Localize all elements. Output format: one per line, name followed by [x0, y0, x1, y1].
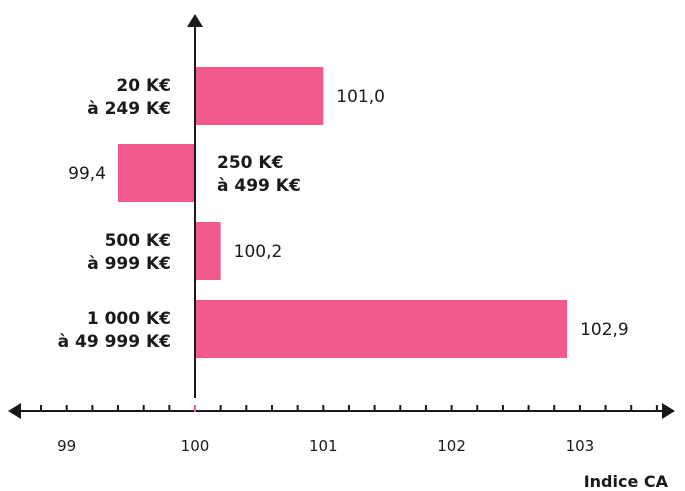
bar-1 — [118, 144, 195, 202]
y-axis-arrow — [187, 14, 203, 27]
x-tick-label-100: 100 — [181, 437, 210, 455]
x-tick-label-103: 103 — [566, 437, 595, 455]
category-label-3: 1 000 K€ à 49 999 K€ — [58, 309, 171, 352]
x-tick-label-99: 99 — [57, 437, 76, 455]
x-axis-title: Indice CA — [584, 472, 669, 491]
bars-group — [118, 67, 568, 358]
bar-3 — [195, 300, 568, 358]
value-labels-group: 101,0 99,4 100,2 102,9 — [68, 87, 629, 340]
bar-0 — [195, 67, 324, 125]
category-label-2: 500 K€ à 999 K€ — [87, 231, 171, 274]
value-label-1: 99,4 — [68, 164, 106, 184]
ticks-group: 99 100 101 102 103 — [40, 405, 658, 455]
bar-2 — [195, 222, 221, 280]
value-label-0: 101,0 — [336, 87, 385, 107]
value-label-3: 102,9 — [580, 320, 629, 340]
category-label-0: 20 K€ à 249 K€ — [87, 76, 171, 119]
x-axis-arrow-left — [8, 403, 21, 419]
axes-group — [8, 14, 675, 419]
x-tick-label-101: 101 — [309, 437, 338, 455]
x-axis-arrow-right — [662, 403, 675, 419]
category-label-1: 250 K€ à 499 K€ — [217, 153, 301, 196]
category-labels-group: 20 K€ à 249 K€ 250 K€ à 499 K€ 500 K€ à 999 K… — [58, 76, 301, 352]
x-tick-label-102: 102 — [437, 437, 466, 455]
value-label-2: 100,2 — [234, 242, 283, 262]
